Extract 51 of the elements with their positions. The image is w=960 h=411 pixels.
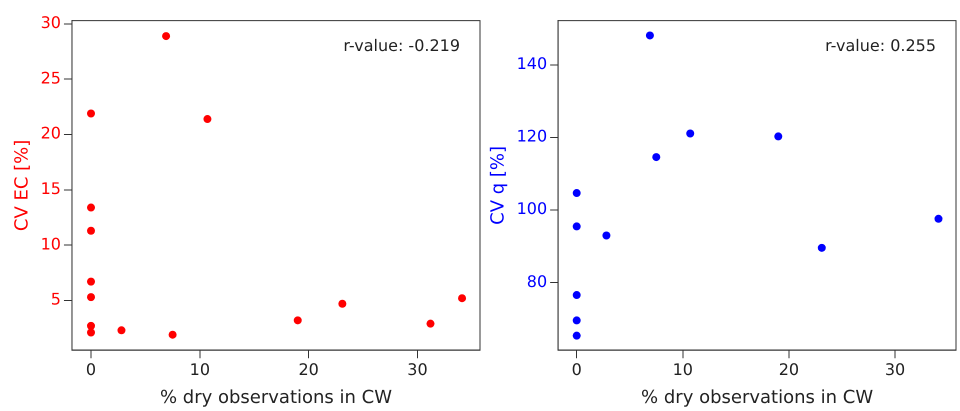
x-tick-label: 20 (778, 360, 800, 379)
x-tick-label: 20 (298, 360, 319, 379)
x-tick-label: 0 (86, 360, 96, 379)
y-tick-label: 30 (40, 13, 61, 32)
point (294, 316, 302, 324)
y-axis-title: CV q [%] (487, 146, 508, 225)
x-tick-label: 30 (884, 360, 906, 379)
y-tick-label: 5 (50, 290, 61, 309)
point (602, 231, 610, 240)
point (572, 316, 581, 324)
point (162, 32, 170, 40)
point (458, 294, 466, 302)
point (87, 278, 95, 286)
y-tick-label: 100 (516, 199, 548, 218)
point (203, 115, 212, 124)
point (572, 332, 581, 340)
y-tick-label: 140 (516, 54, 548, 74)
point (117, 326, 126, 334)
x-axis-title: % dry observations in CW (641, 386, 874, 408)
y-tick-label: 120 (516, 126, 548, 146)
annotation: r-value: -0.219 (343, 36, 460, 55)
point (934, 214, 942, 223)
point (774, 132, 782, 140)
point (572, 291, 581, 300)
point (652, 153, 660, 162)
point (168, 330, 177, 339)
y-axis-title: CV EC [%] (11, 140, 32, 232)
annotation: r-value: 0.255 (825, 36, 936, 55)
point (818, 244, 826, 252)
y-tick-label: 80 (526, 272, 548, 291)
x-tick-label: 10 (190, 360, 210, 379)
y-tick-label: 20 (40, 124, 61, 143)
point (87, 322, 95, 330)
point (87, 328, 95, 337)
point (87, 204, 95, 212)
point (87, 293, 95, 302)
point (426, 320, 434, 328)
point (572, 189, 581, 198)
y-tick-label: 10 (40, 234, 61, 254)
x-tick-label: 30 (407, 360, 428, 379)
point (87, 226, 95, 235)
y-tick-label: 25 (40, 68, 61, 88)
point (338, 300, 346, 308)
y-tick-label: 15 (40, 178, 61, 198)
point (646, 31, 654, 40)
point (572, 222, 581, 230)
x-axis-title: % dry observations in CW (160, 386, 392, 408)
point (87, 110, 95, 118)
x-tick-label: 0 (572, 360, 582, 379)
x-tick-label: 10 (672, 360, 693, 379)
point (686, 129, 694, 138)
